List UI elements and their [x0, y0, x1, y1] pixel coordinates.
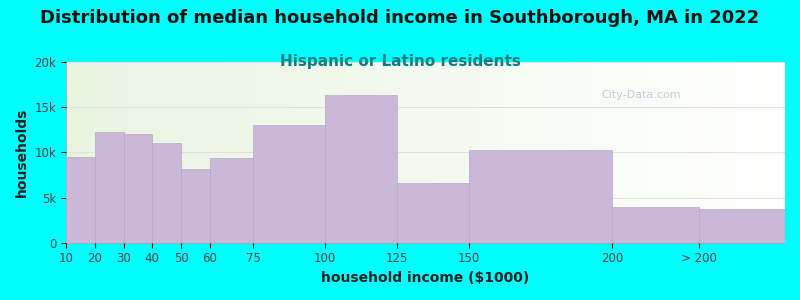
Bar: [123, 134, 152, 243]
Text: Hispanic or Latino residents: Hispanic or Latino residents: [279, 54, 521, 69]
Bar: [253, 125, 325, 243]
Bar: [66, 157, 94, 243]
X-axis label: household income ($1000): household income ($1000): [322, 271, 530, 285]
Bar: [94, 132, 123, 243]
Text: City-Data.com: City-Data.com: [602, 89, 681, 100]
Bar: [613, 207, 698, 243]
Bar: [210, 158, 253, 243]
Y-axis label: households: households: [15, 108, 29, 197]
Bar: [152, 143, 181, 243]
Bar: [325, 94, 397, 243]
Bar: [469, 150, 613, 243]
Bar: [698, 209, 785, 243]
Bar: [397, 183, 469, 243]
Bar: [181, 169, 210, 243]
Text: Distribution of median household income in Southborough, MA in 2022: Distribution of median household income …: [40, 9, 760, 27]
